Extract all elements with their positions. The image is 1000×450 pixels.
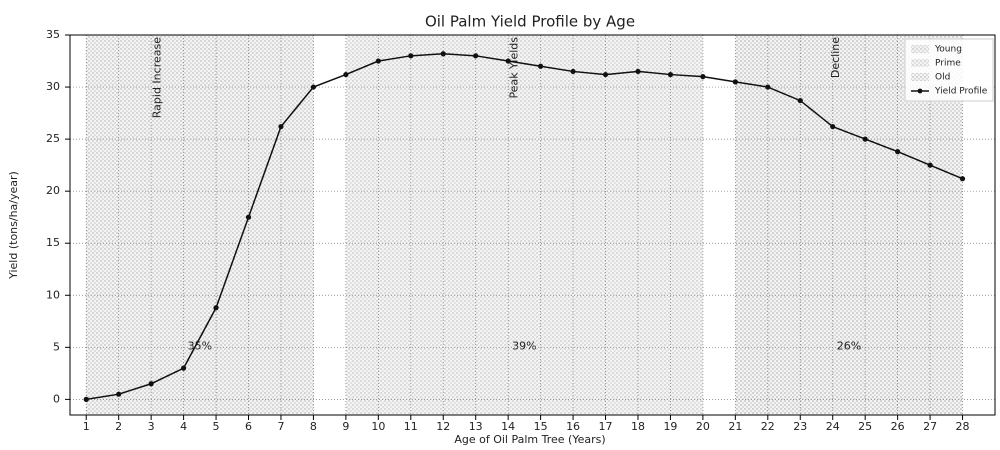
x-tick-label: 19 (663, 420, 677, 433)
x-tick-label: 16 (566, 420, 580, 433)
annotation: Rapid Increase (151, 37, 164, 118)
point (213, 305, 219, 311)
x-tick-label: 13 (469, 420, 483, 433)
x-tick-label: 8 (310, 420, 317, 433)
point (538, 63, 544, 69)
point (245, 214, 252, 220)
y-tick-label: 15 (46, 236, 60, 249)
point (862, 136, 868, 142)
x-tick-label: 21 (728, 420, 742, 433)
y-tick-label: 20 (46, 184, 60, 197)
y-tick-label: 0 (53, 392, 60, 405)
y-tick-label: 30 (46, 80, 60, 93)
x-tick-label: 15 (534, 420, 548, 433)
x-tick-label: 12 (436, 420, 450, 433)
x-tick-label: 22 (761, 420, 775, 433)
annotation: Peak Yields (508, 37, 521, 99)
x-tick-label: 26 (891, 420, 905, 433)
legend-label: Young (934, 45, 962, 55)
x-tick-label: 25 (858, 420, 872, 433)
point (473, 53, 479, 59)
x-tick-label: 5 (213, 420, 220, 433)
x-tick-label: 9 (342, 420, 349, 433)
point (895, 149, 901, 155)
x-tick-label: 2 (115, 420, 122, 433)
annotation: Decline (829, 37, 842, 78)
point (797, 97, 803, 104)
point (83, 396, 89, 402)
x-tick-label: 4 (180, 420, 187, 433)
point (927, 162, 933, 168)
x-tick-label: 18 (631, 420, 645, 433)
point (700, 74, 706, 80)
x-tick-label: 24 (826, 420, 840, 433)
region-share-label: 39% (512, 340, 536, 353)
y-tick-label: 35 (46, 28, 60, 41)
legend-label: Old (935, 73, 950, 83)
x-tick-label: 10 (371, 420, 385, 433)
x-tick-label: 11 (404, 420, 418, 433)
x-tick-label: 7 (277, 420, 284, 433)
line (86, 52, 963, 401)
region (345, 35, 703, 415)
x-tick-label: 1 (83, 420, 90, 433)
plot-frame (69, 34, 996, 416)
x-tick-label: 27 (923, 420, 937, 433)
chart-title: Oil Palm Yield Profile by Age (425, 13, 635, 31)
point (148, 381, 154, 387)
legend-label: Prime (935, 59, 961, 69)
y-axis-label: Yield (tons/ha/year) (7, 171, 20, 280)
point (180, 365, 187, 371)
point (375, 58, 381, 64)
x-tick-label: 17 (599, 420, 613, 433)
legend-swatch (911, 73, 929, 81)
point (830, 124, 836, 130)
point (440, 51, 446, 57)
point (505, 58, 511, 64)
x-tick-label: 14 (501, 420, 515, 433)
region-share-label: 35% (188, 340, 212, 353)
region-share-label: 26% (837, 340, 861, 353)
point (667, 71, 674, 78)
y-tick-label: 5 (53, 340, 60, 353)
region (86, 35, 314, 415)
legend-swatch (911, 45, 929, 53)
point (278, 124, 284, 130)
x-tick-label: 3 (148, 420, 155, 433)
point (408, 53, 414, 59)
point (310, 84, 317, 90)
x-tick-label: 23 (793, 420, 807, 433)
x-tick-label: 6 (245, 420, 252, 433)
legend-point (917, 88, 923, 94)
y-tick-label: 25 (46, 132, 60, 145)
point (570, 68, 576, 75)
x-tick-label: 20 (696, 420, 710, 433)
point (635, 68, 641, 75)
x-tick-label: 28 (956, 420, 970, 433)
point (602, 71, 609, 78)
legend-swatch (911, 59, 929, 67)
y-tick-label: 10 (46, 288, 60, 301)
point (732, 79, 738, 85)
legend-label: Yield Profile (934, 87, 988, 97)
point (343, 71, 349, 78)
point (116, 391, 122, 397)
point (765, 84, 771, 90)
x-axis-label: Age of Oil Palm Tree (Years) (454, 433, 605, 446)
point (959, 176, 966, 182)
